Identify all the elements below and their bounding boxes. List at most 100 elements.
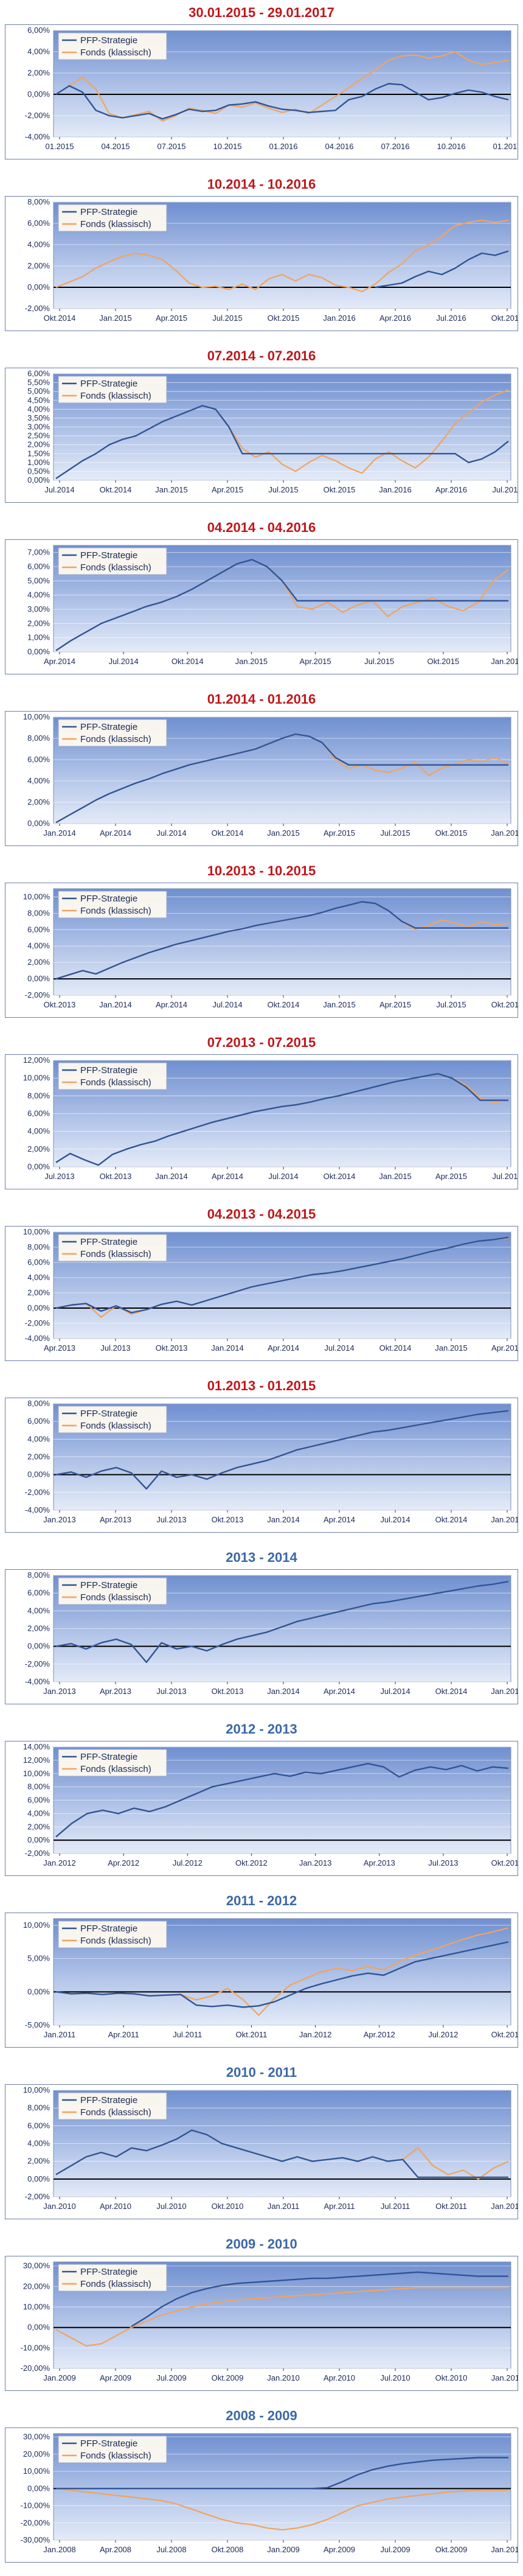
x-tick-label: Apr.2015 [435,1172,467,1181]
y-tick-label: 0,00% [27,974,50,983]
x-tick-label: Jul.2013 [100,1343,130,1353]
chart-panel: 2012 - 2013 -2,00% 0,00% 2,00% 4,00% 6,00% 8,0… [0,1717,523,1876]
y-tick-label: -2,00% [25,111,50,120]
x-tick-label: Okt.2015 [324,485,356,494]
y-tick-label: 2,00% [27,2157,50,2166]
legend-label-pfp-strategie: PFP-Strategie [80,1752,137,1762]
x-tick-label: Jul.2013 [44,1172,74,1181]
y-tick-label: 6,00% [27,1588,50,1597]
legend-label-pfp-strategie: PFP-Strategie [80,1923,137,1934]
x-tick-label: 10.2016 [437,142,466,151]
legend-label-pfp-strategie: PFP-Strategie [80,1065,137,1076]
x-tick-label: Okt.2014 [268,1000,300,1009]
y-tick-label: -2,00% [25,1488,50,1497]
y-tick-label: 12,00% [23,1755,50,1765]
y-tick-label: -2,00% [25,1659,50,1668]
legend-box [58,1577,167,1605]
y-tick-label: 3,00% [27,604,50,614]
x-tick-label: Jan.2013 [43,1515,76,1524]
y-tick-label: 4,00% [27,941,50,950]
legend-box [58,891,167,919]
legend-label-pfp-strategie: PFP-Strategie [80,1580,137,1591]
legend-label-fonds-klassisch: Fonds (klassisch) [80,219,151,229]
x-tick-label: Okt.2016 [491,313,518,323]
y-tick-label: 0,00% [27,1642,50,1651]
y-tick-label: 6,00% [27,1109,50,1118]
legend-label-fonds-klassisch: Fonds (klassisch) [80,734,151,744]
series-line-pfp-strategie [55,1941,509,2008]
y-tick-label: 5,00% [27,387,50,396]
x-tick-label: Jan.2016 [491,657,518,666]
x-tick-label: Jul.2014 [109,657,139,666]
series-line-pfp-strategie [55,2129,508,2179]
y-tick-label: 3,00% [27,422,50,432]
legend-box [58,376,167,404]
y-tick-label: 0,50% [27,466,50,475]
y-tick-label: 10,00% [23,712,50,721]
x-tick-label: Jan.2013 [299,1858,332,1867]
x-tick-label: Apr.2011 [108,2030,139,2039]
x-tick-label: Jul.2009 [380,2545,410,2554]
chart-panel: 04.2014 - 04.2016 0,00% 1,00% 2,00% 3,00% 4,0… [0,515,523,674]
y-tick-label: 0,00% [27,1470,50,1479]
y-tick-label: 0,00% [27,2483,50,2493]
legend-box [58,204,167,232]
x-tick-label: 01.2016 [269,142,298,151]
y-tick-label: 3,50% [27,413,50,422]
x-tick-label: Jan.2015 [99,313,132,323]
x-tick-label: Okt.2014 [324,1172,356,1181]
chart-panel: 01.2014 - 01.2016 0,00% 2,00% 4,00% 6,00% 8,0… [0,687,523,846]
x-tick-label: Okt.2012 [235,1858,268,1867]
chart-panel: 2011 - 2012 -5,00% 0,00% 5,00% 10,00% Jan.201… [0,1888,523,2048]
series-line-pfp-strategie [55,405,509,480]
y-tick-label: 4,00% [27,1273,50,1282]
series-line-pfp-strategie [55,1236,509,1314]
y-tick-label: 0,00% [27,475,50,485]
y-tick-label: 0,00% [27,647,50,656]
chart-title: 01.2014 - 01.2016 [207,691,316,707]
chart-panel: 01.2013 - 01.2015 -4,00% -2,00% 0,00% 2,00% 4… [0,1373,523,1533]
x-tick-label: Jan.2016 [379,485,412,494]
x-tick-label: Okt.2015 [268,313,300,323]
legend-label-fonds-klassisch: Fonds (klassisch) [80,1592,151,1603]
y-tick-label: 30,00% [23,2261,50,2270]
y-tick-label: -4,00% [25,1505,50,1514]
x-tick-label: Jul.2012 [428,2030,458,2039]
y-tick-label: 8,00% [27,1570,50,1580]
line-chart: -30,00% -20,00% -10,00% 0,00% 10,00% 20,00% 30… [5,2427,518,2563]
x-tick-label: Jan.2011 [491,2373,518,2382]
x-tick-label: Jul.2013 [156,1687,186,1696]
legend-label-pfp-strategie: PFP-Strategie [80,1409,137,1419]
legend-label-pfp-strategie: PFP-Strategie [80,2267,137,2277]
chart-panel: 2008 - 2009 -30,00% -20,00% -10,00% 0,00% 10,… [0,2403,523,2563]
y-tick-label: -20,00% [21,2364,50,2373]
x-tick-label: Okt.2014 [435,1687,468,1696]
series-line-fonds-klassisch [55,219,509,293]
series-line-pfp-strategie [55,733,508,824]
legend-box [58,2435,167,2463]
line-chart: -2,00% 0,00% 2,00% 4,00% 6,00% 8,00% 10,00% 12,… [5,1741,518,1876]
chart-title: 04.2013 - 04.2015 [207,1206,316,1222]
x-tick-label: Jan.2013 [43,1687,76,1696]
legend-box [58,1234,167,1262]
y-tick-label: 2,00% [27,1624,50,1633]
x-tick-label: Apr.2015 [156,313,187,323]
legend-label-fonds-klassisch: Fonds (klassisch) [80,2107,151,2118]
y-tick-label: -2,00% [25,2192,50,2201]
y-tick-label: 6,00% [27,369,50,378]
series-line-pfp-strategie [55,1410,509,1490]
line-chart: 0,00%0,50%1,00%1,50%2,00%2,50%3,00%3,50%… [5,368,518,503]
legend-label-fonds-klassisch: Fonds (klassisch) [80,1936,151,1946]
x-tick-label: Okt.2013 [156,1343,188,1353]
chart-title: 07.2014 - 07.2016 [207,348,316,363]
y-tick-label: 4,00% [27,240,50,249]
x-tick-label: Jan.2015 [155,485,188,494]
y-tick-label: 6,00% [27,1258,50,1267]
x-tick-label: Jul.2011 [381,2202,410,2211]
chart-title: 10.2013 - 10.2015 [207,863,316,878]
y-tick-label: 10,00% [23,1073,50,1082]
